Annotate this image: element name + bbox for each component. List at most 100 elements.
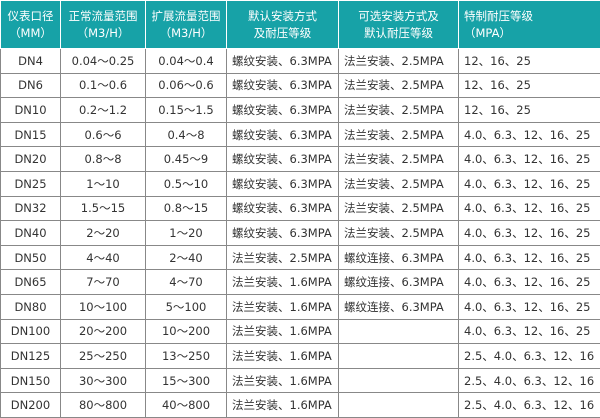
table-cell: DN10	[0, 97, 61, 123]
table-cell: 7～70	[60, 269, 146, 295]
header-line-1: 默认安装方式	[248, 8, 317, 23]
table-cell: 4.0、6.3、12、16、25	[458, 293, 600, 320]
table-cell: 4.0、6.3、12、16、25	[458, 220, 600, 246]
table-cell: 0.06～0.6	[145, 72, 227, 99]
table-cell: 法兰安装、1.6MPA	[226, 293, 339, 320]
table-cell: DN6	[0, 72, 61, 99]
table-cell: 螺纹安装、6.3MPA	[226, 72, 339, 99]
table-cell: 10～100	[60, 293, 146, 320]
table-cell: 12、16、25	[458, 97, 600, 123]
table-cell: 4.0、6.3、12、16、25	[458, 318, 600, 345]
table-row: DN20 0.8～8 0.45～9 螺纹安装、6.3MPA 法兰安装、2.5MPA 4.0…	[0, 146, 600, 172]
table-cell: 4～70	[145, 269, 227, 295]
header-line-2: 及耐压等级	[253, 25, 312, 40]
table-cell: 0.2～1.2	[60, 97, 146, 123]
table-cell: 0.5～10	[145, 170, 227, 197]
table-cell: 法兰安装、1.6MPA	[226, 367, 339, 394]
table-row: DN125 25～250 13～250 法兰安装、1.6MPA 2.5、4.0、6.3、…	[0, 343, 600, 369]
table-cell: DN15	[0, 121, 61, 148]
table-cell: 0.04～0.25	[60, 48, 146, 74]
table-cell: DN125	[0, 343, 61, 369]
table-row: DN25 1～10 0.5～10 螺纹安装、6.3MPA 法兰安装、2.5MPA 4.0、…	[0, 170, 600, 197]
table-cell: 法兰安装、1.6MPA	[226, 343, 339, 369]
table-row: DN32 1.5～15 0.8～15 螺纹安装、6.3MPA 法兰安装、2.5MPA 4.…	[0, 195, 600, 222]
column-header: 可选安装方式及 默认耐压等级	[338, 0, 459, 49]
table-cell: 12、16、25	[458, 48, 600, 74]
table-cell: 0.8～8	[60, 146, 146, 172]
table-cell: 2.5、4.0、6.3、12、16	[458, 367, 600, 394]
table-cell: 2.5、4.0、6.3、12、16	[458, 392, 600, 418]
table-cell: 15～300	[145, 367, 227, 394]
table-cell	[338, 392, 459, 418]
table-cell: DN50	[0, 244, 61, 271]
table-cell: 1.5～15	[60, 195, 146, 222]
table-cell: 0.04～0.4	[145, 48, 227, 74]
table-row: DN80 10～100 5～100 法兰安装、1.6MPA 螺纹连接、6.3MPA 4.0…	[0, 293, 600, 320]
table-row: DN50 4～40 2～40 法兰安装、2.5MPA 螺纹连接、6.3MPA 4.0、6.…	[0, 244, 600, 271]
table-cell: 法兰安装、1.6MPA	[226, 392, 339, 418]
column-header: 特制耐压等级 （MPA）	[458, 0, 600, 49]
table-cell: 4.0、6.3、12、16、25	[458, 269, 600, 295]
header-line-1: 正常流量范围	[68, 8, 138, 23]
header-line-2: （M3/H）	[159, 25, 213, 40]
table-cell: 螺纹安装、6.3MPA	[226, 97, 339, 123]
table-row: DN15 0.6～6 0.4～8 螺纹安装、6.3MPA 法兰安装、2.5MPA 4.0、…	[0, 121, 600, 148]
table-cell: 0.6～6	[60, 121, 146, 148]
header-line-1: 特制耐压等级	[464, 8, 533, 23]
header-row: 仪表口径 （MM） 正常流量范围 （M3/H） 扩展流量范围 （M3/H） 默认安装方式 及耐…	[0, 0, 600, 49]
table-cell: 4.0、6.3、12、16、25	[458, 170, 600, 197]
table-cell: 2～20	[60, 220, 146, 246]
table-cell	[338, 343, 459, 369]
table-cell: 13～250	[145, 343, 227, 369]
table-cell	[338, 318, 459, 345]
table-row: DN150 30～300 15～300 法兰安装、1.6MPA 2.5、4.0、6.3、…	[0, 367, 600, 394]
table-row: DN200 80～800 40～800 法兰安装、1.6MPA 2.5、4.0、6.3、…	[0, 392, 600, 418]
table-cell: 2.5、4.0、6.3、12、16	[458, 343, 600, 369]
table-cell: 12、16、25	[458, 72, 600, 99]
table-cell: DN200	[0, 392, 61, 418]
table-cell: 0.8～15	[145, 195, 227, 222]
header-line-2: （MM）	[9, 25, 52, 40]
table-cell: DN32	[0, 195, 61, 222]
table-cell: 法兰安装、1.6MPA	[226, 269, 339, 295]
table-cell: 螺纹连接、6.3MPA	[338, 269, 459, 295]
header-line-1: 仪表口径	[7, 8, 54, 23]
header-line-1: 扩展流量范围	[151, 8, 221, 23]
table-cell: 0.4～8	[145, 121, 227, 148]
table-cell: 40～800	[145, 392, 227, 418]
table-cell: 0.45～9	[145, 146, 227, 172]
table-cell: 螺纹安装、6.3MPA	[226, 170, 339, 197]
table-cell: 法兰安装、2.5MPA	[338, 97, 459, 123]
table-cell: 5～100	[145, 293, 227, 320]
table-row: DN6 0.1～0.6 0.06～0.6 螺纹安装、6.3MPA 法兰安装、2.5MPA…	[0, 72, 600, 99]
table-cell: 法兰安装、2.5MPA	[338, 170, 459, 197]
table-cell: 法兰安装、2.5MPA	[338, 48, 459, 74]
table-cell: 20～200	[60, 318, 146, 345]
table-cell: 25～250	[60, 343, 146, 369]
table-row: DN4 0.04～0.25 0.04～0.4 螺纹安装、6.3MPA 法兰安装、2.5M…	[0, 48, 600, 74]
table-cell: 0.15～1.5	[145, 97, 227, 123]
header-line-1: 可选安装方式及	[358, 8, 439, 23]
table-row: DN100 20～200 10～200 法兰安装、1.6MPA 4.0、6.3、12、1…	[0, 318, 600, 345]
table-cell: DN4	[0, 48, 61, 74]
table-cell: 法兰安装、2.5MPA	[338, 146, 459, 172]
table-cell: 螺纹安装、6.3MPA	[226, 146, 339, 172]
table-cell: 法兰安装、2.5MPA	[338, 220, 459, 246]
table-cell: 4.0、6.3、12、16、25	[458, 195, 600, 222]
table-cell: 10～200	[145, 318, 227, 345]
table-cell: DN65	[0, 269, 61, 295]
table-cell: 2～40	[145, 244, 227, 271]
column-header: 正常流量范围 （M3/H）	[60, 0, 146, 49]
header-line-2: （M3/H）	[76, 25, 130, 40]
table-cell: DN150	[0, 367, 61, 394]
header-line-2: 默认耐压等级	[364, 25, 433, 40]
column-header: 扩展流量范围 （M3/H）	[145, 0, 227, 49]
column-header: 仪表口径 （MM）	[0, 0, 61, 49]
table-cell: DN100	[0, 318, 61, 345]
table-row: DN10 0.2～1.2 0.15～1.5 螺纹安装、6.3MPA 法兰安装、2.5MP…	[0, 97, 600, 123]
table-cell: 1～20	[145, 220, 227, 246]
table-cell: 法兰安装、2.5MPA	[338, 195, 459, 222]
table-row: DN40 2～20 1～20 螺纹安装、6.3MPA 法兰安装、2.5MPA 4.0、6.…	[0, 220, 600, 246]
table-cell: 1～10	[60, 170, 146, 197]
table-cell: 螺纹安装、6.3MPA	[226, 220, 339, 246]
